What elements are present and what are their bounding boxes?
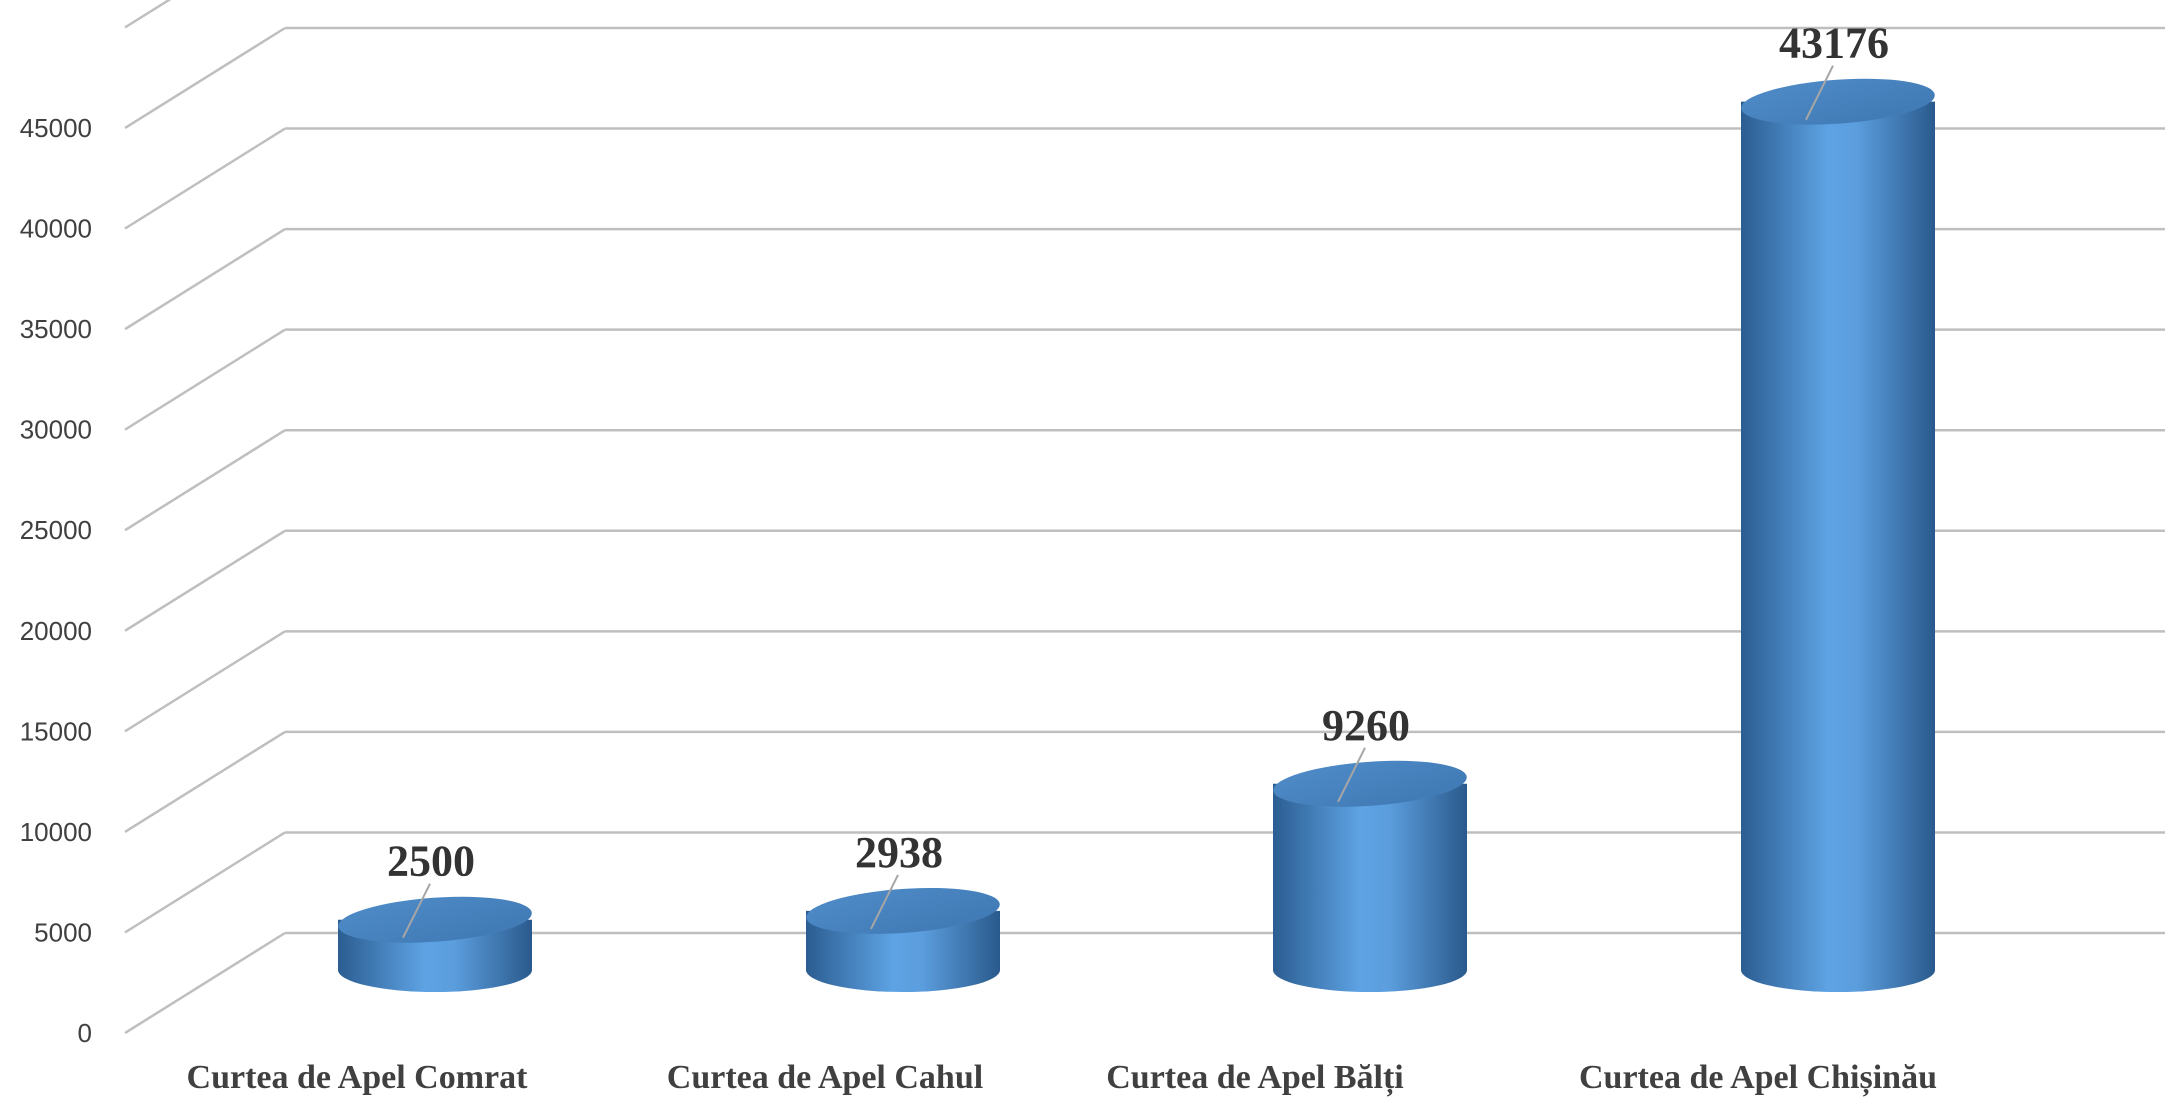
bar-2 (806, 887, 1000, 992)
bar-3 (1273, 760, 1467, 992)
bar-top (806, 887, 1000, 934)
data-label-leader (402, 883, 431, 939)
x-category-label: Curtea de Apel Comrat (187, 1059, 529, 1096)
x-category-label: Curtea de Apel Chișinău (1579, 1059, 1937, 1097)
data-label: 2500 (387, 837, 475, 886)
data-label: 43176 (1779, 19, 1889, 68)
y-tick-label: 40000 (20, 214, 92, 244)
y-tick-label: 25000 (20, 515, 92, 545)
gridline-depth (124, 831, 286, 934)
y-tick-label: 10000 (20, 817, 92, 847)
bars (338, 78, 1935, 992)
y-tick-label: 15000 (20, 716, 92, 746)
y-tick-label: 30000 (20, 415, 92, 445)
gridline-depth (124, 328, 286, 431)
gridline-depth (124, 26, 286, 130)
data-label: 9260 (1322, 701, 1410, 750)
data-labels: 2500 2938 9260 43176 (387, 19, 1889, 939)
bar-body (1741, 101, 1935, 992)
y-tick-label: 0 (78, 1018, 92, 1048)
bar-top (1741, 78, 1935, 125)
x-axis-category-labels: Curtea de Apel Comrat Curtea de Apel Cahu… (187, 1059, 1937, 1097)
gridline-depth (124, 228, 286, 331)
gridline-depth (124, 127, 286, 230)
gridline-depth (124, 730, 286, 833)
bar-1 (338, 896, 532, 992)
x-category-label: Curtea de Apel Cahul (667, 1059, 983, 1096)
data-label-leader (1337, 747, 1366, 803)
y-tick-label: 20000 (20, 616, 92, 646)
bar-top (338, 896, 532, 943)
gridline-depth (124, 429, 286, 532)
x-category-label: Curtea de Apel Bălți (1106, 1059, 1403, 1097)
y-tick-label: 45000 (20, 113, 92, 143)
gridline-depth (124, 630, 286, 733)
y-tick-label: 5000 (34, 917, 92, 947)
data-label: 2938 (855, 828, 943, 877)
y-axis-tick-labels: 0 5000 10000 15000 20000 25000 30000 35000 40000… (20, 113, 92, 1048)
y-tick-label: 35000 (20, 314, 92, 344)
bar-top (1273, 760, 1467, 807)
gridline-depth (124, 0, 172, 29)
bar-body (1273, 783, 1467, 992)
bar-4 (1741, 78, 1935, 992)
gridline-depth (124, 529, 286, 632)
data-label-leader (1805, 65, 1834, 121)
data-label-leader (870, 874, 899, 930)
gridline-depth (124, 931, 286, 1035)
